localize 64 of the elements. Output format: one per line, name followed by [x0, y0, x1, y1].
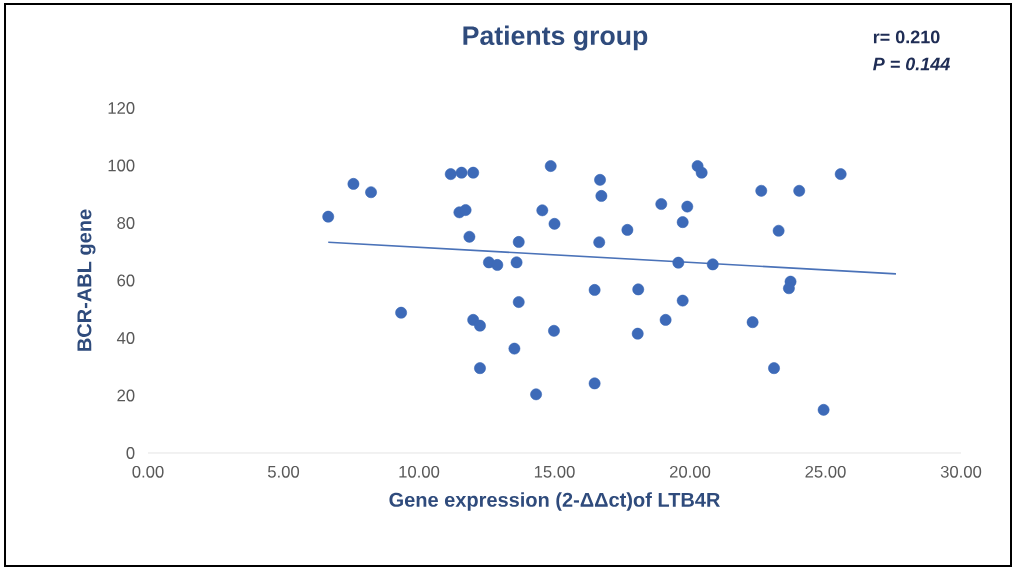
point — [595, 190, 608, 202]
y-tick-label: 120 — [108, 102, 135, 114]
x-tick-label: 5.00 — [267, 465, 300, 478]
point — [834, 168, 847, 180]
x-axis-title: Gene expression (2-ΔΔct)of LTB4R — [389, 492, 720, 511]
point — [512, 236, 525, 248]
point — [817, 403, 830, 416]
point — [322, 210, 335, 223]
point — [548, 217, 561, 230]
y-tick-label: 100 — [108, 159, 135, 172]
point — [772, 224, 785, 237]
point — [347, 178, 360, 190]
point — [631, 327, 644, 340]
point — [512, 296, 525, 308]
point — [676, 294, 689, 307]
point — [621, 224, 634, 236]
point — [676, 216, 689, 228]
point — [672, 256, 685, 269]
point — [365, 186, 377, 199]
point — [508, 342, 521, 355]
x-tick-label: 10.00 — [399, 465, 440, 478]
point — [593, 236, 606, 249]
point — [681, 200, 694, 213]
y-tick-label: 0 — [126, 447, 135, 459]
point — [444, 168, 457, 180]
text: P = 0.144 — [873, 57, 950, 71]
point — [632, 283, 645, 296]
text: r= 0.210 — [873, 30, 940, 44]
y-tick-label: 80 — [117, 217, 135, 229]
point — [594, 173, 606, 186]
y-axis-title: BCR-ABL gene — [77, 209, 96, 351]
x-tick-label: 0.00 — [132, 465, 164, 478]
point — [463, 230, 476, 243]
point — [491, 259, 504, 271]
point — [544, 160, 557, 172]
point — [530, 388, 542, 401]
point — [395, 306, 407, 319]
point — [510, 256, 523, 269]
point — [768, 362, 780, 375]
x-tick-label: 25.00 — [805, 465, 846, 478]
point — [783, 282, 795, 295]
x-tick-label: 20.00 — [669, 465, 711, 478]
point — [793, 184, 806, 197]
point — [548, 324, 560, 337]
point — [755, 184, 768, 197]
point — [655, 198, 668, 210]
y-tick-label: 40 — [116, 332, 135, 344]
x-tick-label: 15.00 — [534, 465, 575, 478]
y-tick-label: 20 — [117, 389, 135, 402]
point — [536, 204, 549, 217]
point — [706, 258, 719, 271]
point — [746, 316, 759, 329]
point — [455, 166, 468, 179]
point — [659, 314, 672, 326]
point — [588, 284, 601, 296]
y-tick-label: 60 — [117, 274, 135, 287]
point — [588, 377, 601, 390]
point — [474, 319, 486, 332]
point — [467, 166, 480, 179]
x-tick-label: 30.00 — [940, 465, 982, 478]
chart-title: Patients group — [463, 25, 648, 51]
point — [695, 166, 708, 179]
point — [459, 204, 472, 216]
point — [474, 362, 486, 375]
